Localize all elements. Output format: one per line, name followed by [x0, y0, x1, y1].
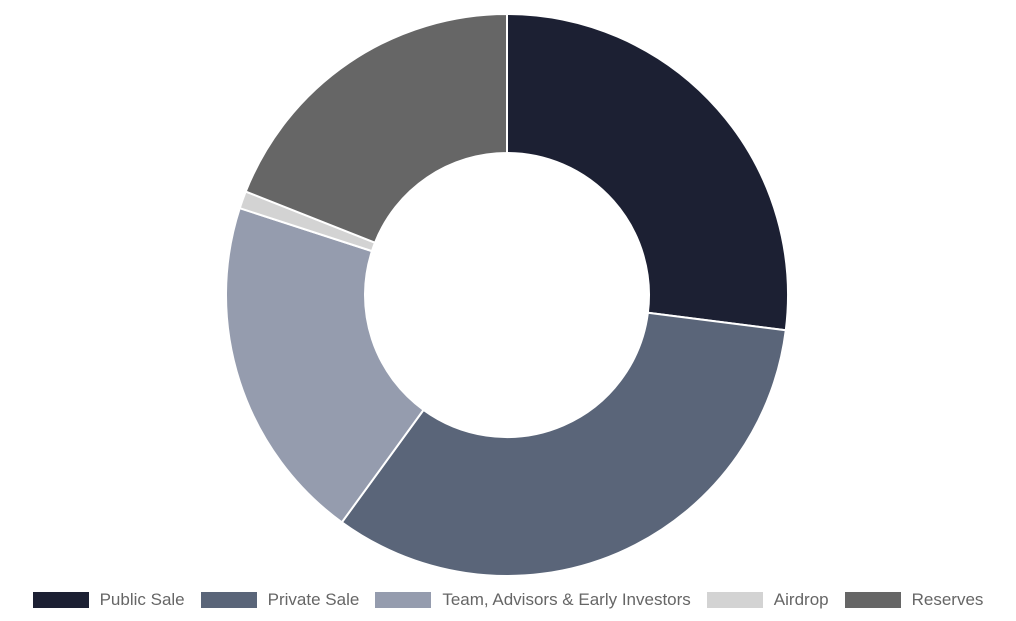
legend-item[interactable]: Reserves — [844, 590, 984, 610]
legend-label: Private Sale — [267, 590, 360, 609]
legend-swatch — [375, 592, 432, 608]
doughnut-segment — [244, 12, 508, 245]
legend-item[interactable]: Team, Advisors & Early Investors — [375, 590, 691, 610]
legend-label: Public Sale — [99, 590, 185, 609]
legend-swatch — [844, 592, 901, 608]
chart — [225, 12, 789, 577]
legend-swatch — [200, 592, 257, 608]
doughnut-segment — [340, 311, 787, 577]
legend-label: Airdrop — [773, 590, 829, 609]
legend-swatch — [32, 592, 89, 608]
legend-label: Team, Advisors & Early Investors — [442, 590, 691, 609]
legend: Public Sale Private Sale Team, Advisors & … — [0, 590, 1016, 610]
legend-item[interactable]: Public Sale — [32, 590, 185, 610]
legend-swatch — [706, 592, 763, 608]
legend-item[interactable]: Airdrop — [706, 590, 829, 610]
doughnut-segment — [506, 12, 789, 332]
legend-item[interactable]: Private Sale — [200, 590, 360, 610]
legend-label: Reserves — [911, 590, 984, 609]
doughnut-segment — [225, 206, 425, 524]
